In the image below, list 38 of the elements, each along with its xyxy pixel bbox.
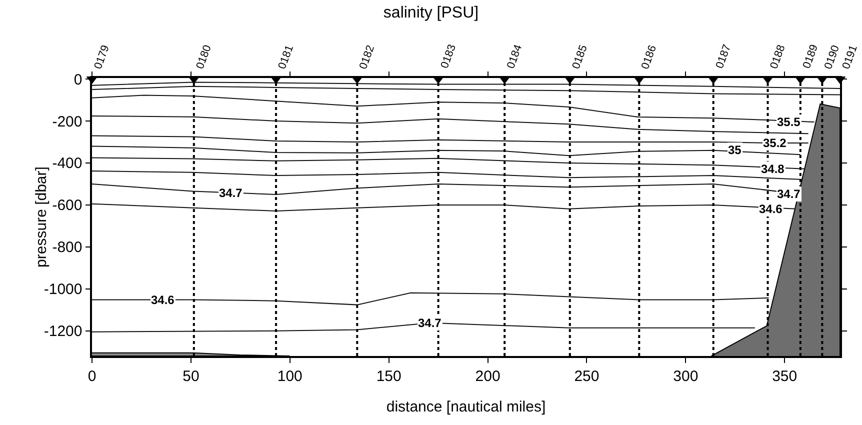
annotation: 0185 [570,44,590,71]
annotation: 34.8 [761,162,785,176]
annotation: 0184 [505,43,525,70]
x-tick-label: 50 [182,368,200,385]
annotation: 35 [728,143,742,157]
annotation: 0188 [768,43,788,71]
y-tick-label: -1200 [44,323,82,340]
annotation: 0190 [822,44,842,71]
annotation: 34.7 [777,187,801,201]
annotation: 0179 [92,44,112,71]
y-tick-label: -200 [52,113,82,130]
annotation: 0183 [438,42,458,70]
annotation: 34.6 [151,293,175,307]
annotation: 34.7 [219,186,243,200]
x-tick-label: 200 [475,368,500,385]
y-tick-label: -400 [52,155,82,172]
y-tick-label: -1000 [44,281,82,298]
annotation: 35.5 [777,115,801,129]
y-tick-label: -800 [52,239,82,256]
chart-title: salinity [PSU] [383,4,479,22]
y-axis-title: pressure [dbar] [33,166,50,268]
annotation: 0191 [840,44,860,71]
annotation: 0187 [714,42,734,70]
annotation: 0186 [639,44,660,71]
annotation: 34.6 [759,202,783,216]
y-tick-label: -600 [52,197,82,214]
x-tick-label: 150 [376,368,402,385]
annotation: 0189 [800,43,821,70]
x-axis-title: distance [nautical miles] [386,398,546,416]
x-tick-label: 0 [88,368,96,385]
y-tick-label: 0 [74,71,82,88]
x-tick-label: 100 [277,368,302,385]
x-tick-label: 350 [772,368,798,385]
annotation: 0180 [194,44,214,71]
annotation: 0182 [357,44,378,71]
x-tick-label: 300 [673,368,698,385]
annotation: 0181 [276,44,296,71]
x-tick-label: 250 [574,368,600,385]
